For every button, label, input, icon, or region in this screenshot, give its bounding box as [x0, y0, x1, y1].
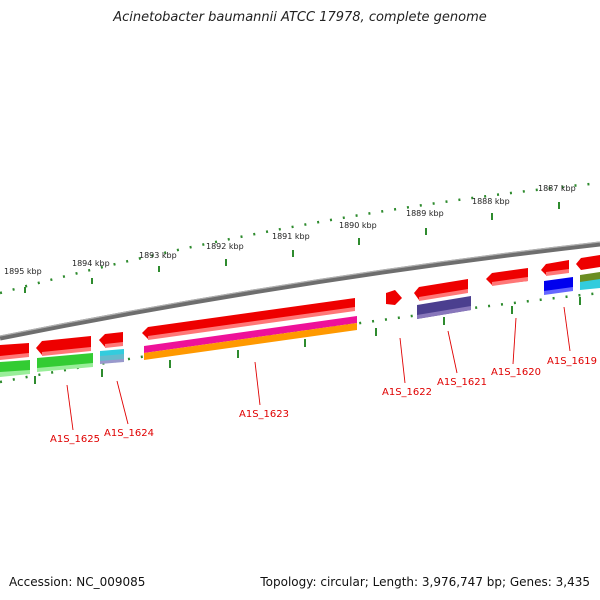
cyan-feature — [580, 279, 600, 290]
kbp-label: 1893 kbp — [139, 251, 177, 260]
kbp-label: 1891 kbp — [272, 232, 310, 241]
kbp-label: 1895 kbp — [4, 267, 42, 276]
magenta-feature — [144, 316, 357, 353]
kbp-label: 1890 kbp — [339, 221, 377, 230]
gene-label: A1S_1624 — [104, 428, 154, 439]
orange-feature — [144, 323, 357, 360]
genome-backbone-highlight — [0, 241, 600, 337]
forward-strand-features — [0, 255, 600, 360]
gene-label: A1S_1621 — [437, 377, 487, 388]
kbp-label: 1894 kbp — [72, 259, 110, 268]
kbp-label: 1888 kbp — [472, 197, 510, 206]
gene-label: A1S_1622 — [382, 387, 432, 398]
map-title: Acinetobacter baumannii ATCC 17978, comp… — [113, 10, 487, 25]
gene-label: A1S_1620 — [491, 367, 541, 378]
kbp-label: 1892 kbp — [206, 242, 244, 251]
gene-label: A1S_1625 — [50, 434, 100, 445]
accession-text: Accession: NC_009085 — [9, 575, 146, 589]
gene-arrow — [414, 279, 468, 300]
kbp-label: 1889 kbp — [406, 209, 444, 218]
kbp-label: 1887 kbp — [538, 184, 576, 193]
gene-arrow — [142, 298, 355, 339]
gene-arrow — [576, 255, 600, 270]
gene-label: A1S_1619 — [547, 356, 597, 367]
outer-major-ticks — [24, 202, 560, 293]
genome-backbone — [0, 241, 600, 341]
label-leader-lines — [66, 306, 571, 431]
feature-tracks — [0, 272, 600, 377]
topology-text: Topology: circular; Length: 3,976,747 bp… — [260, 575, 590, 589]
inner-major-ticks — [34, 297, 581, 384]
gene-label: A1S_1623 — [239, 409, 289, 420]
gene-arrow — [386, 290, 402, 305]
